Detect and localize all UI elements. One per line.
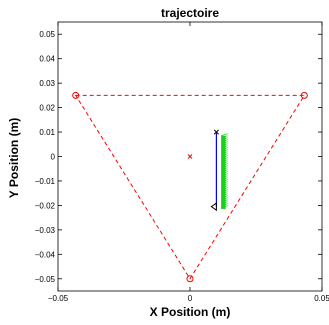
start-marker — [213, 129, 219, 135]
y-tick-label: 0.02 — [39, 104, 55, 113]
x-axis-label: X Position (m) — [150, 305, 231, 319]
center-marker — [187, 154, 193, 159]
green-band — [221, 135, 226, 210]
y-tick-label: 0.01 — [39, 128, 55, 137]
y-tick-label: 0 — [51, 153, 56, 162]
chart-title: trajectoire — [161, 6, 219, 20]
y-tick-label: −0.01 — [35, 177, 56, 186]
x-tick-label: 0.05 — [314, 294, 329, 303]
plot-area: −0.05 0 0.05 0.05 0.04 0.03 0.02 0.01 0 −0.01 −0.0… — [35, 21, 329, 303]
y-tick-label: −0.02 — [35, 201, 56, 210]
x-tick-label: −0.05 — [48, 294, 69, 303]
triangle-vertex-marker — [300, 91, 308, 99]
end-marker — [210, 202, 217, 212]
y-tick-label: −0.03 — [35, 226, 56, 235]
triangle-edges — [74, 94, 306, 280]
y-tick-label: −0.05 — [35, 275, 56, 284]
y-axis-label: Y Position (m) — [7, 118, 21, 198]
y-tick-label: 0.03 — [39, 79, 55, 88]
x-tick-label: 0 — [188, 294, 193, 303]
y-tick-label: 0.04 — [39, 55, 55, 64]
triangle-vertex-marker — [186, 275, 194, 283]
y-tick-label: 0.05 — [39, 30, 55, 39]
triangle-vertex-marker — [72, 91, 80, 99]
green-band-hatch — [221, 133, 228, 209]
y-tick-label: −0.04 — [35, 250, 56, 259]
